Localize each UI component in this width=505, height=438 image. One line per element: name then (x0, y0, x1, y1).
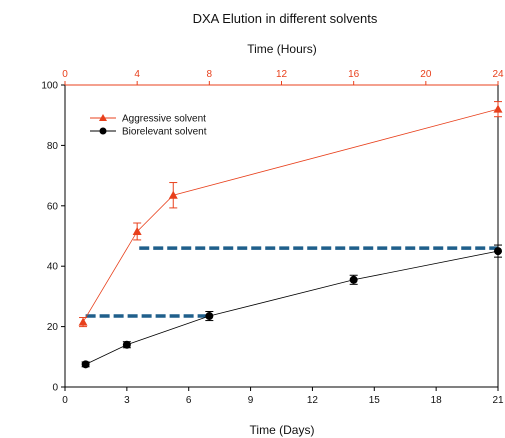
x-tick-label: 6 (186, 395, 192, 406)
legend-marker (99, 127, 107, 135)
data-point (205, 312, 214, 321)
data-point (494, 247, 502, 256)
y-tick-label: 40 (47, 262, 59, 273)
data-point (122, 340, 131, 349)
x-tick-label: 15 (369, 395, 381, 406)
x-tick-label: 21 (492, 395, 504, 406)
top-tick-label: 0 (62, 69, 68, 80)
data-point (78, 317, 88, 326)
data-point (493, 104, 503, 113)
data-point (349, 275, 358, 284)
top-tick-label: 4 (134, 69, 140, 80)
x-tick-label: 12 (307, 395, 319, 406)
top-axis-label: Time (Hours) (247, 42, 317, 56)
x-axis-label: Time (Days) (250, 423, 315, 437)
top-tick-label: 12 (276, 69, 288, 80)
series-line (82, 108, 499, 323)
y-tick-label: 20 (47, 322, 59, 333)
y-tick-label: 0 (52, 383, 58, 394)
y-tick-label: 100 (41, 81, 58, 92)
top-tick-label: 8 (207, 69, 213, 80)
legend-label: Aggressive solvent (122, 114, 206, 125)
data-point (81, 360, 90, 369)
y-tick-label: 80 (47, 141, 59, 152)
series-line (85, 250, 499, 365)
data-point (132, 226, 142, 235)
x-tick-label: 18 (431, 395, 443, 406)
x-tick-label: 9 (248, 395, 254, 406)
legend-marker (99, 114, 107, 121)
x-tick-label: 3 (124, 395, 130, 406)
legend-label: Biorelevant solvent (122, 127, 207, 138)
top-tick-label: 20 (420, 69, 432, 80)
plot-area: 0 3 6 9 12 15 18 21 0 20 40 60 80 100 0 4 8 12 16 20 24 Aggre… (41, 69, 504, 406)
top-tick-label: 24 (492, 69, 504, 80)
top-tick-label: 16 (348, 69, 360, 80)
y-tick-label: 60 (47, 201, 59, 212)
data-point (168, 190, 178, 199)
chart-title: DXA Elution in different solvents (193, 11, 378, 26)
x-tick-label: 0 (62, 395, 68, 406)
